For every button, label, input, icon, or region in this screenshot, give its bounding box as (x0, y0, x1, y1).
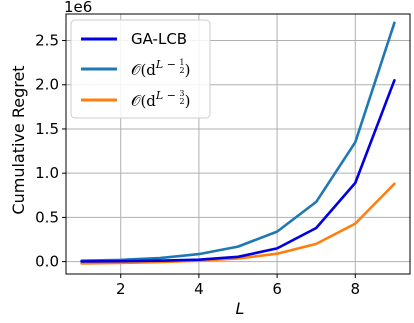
y-tick-label: 1.5 (35, 120, 59, 138)
series-line-1 (80, 21, 396, 263)
y-axis-multiplier: 1e6 (64, 0, 92, 16)
y-axis-label: Cumulative Regret (9, 65, 28, 214)
legend-label-o-d-l-minus-half: 𝒪(dL − 1 2) (131, 58, 190, 79)
series-line-0 (80, 79, 396, 263)
x-tick-label: 2 (116, 280, 126, 298)
y-tick-label: 0.5 (35, 208, 59, 226)
y-tick-label: 1.0 (35, 164, 59, 182)
x-tick-label: 8 (350, 280, 360, 298)
y-tick-label: 2.5 (35, 32, 59, 50)
series-lines (80, 21, 396, 265)
y-tick-label: 0.0 (35, 253, 59, 271)
legend: GA-LCB 𝒪(dL − 1 2) 𝒪(dL − 3 2) (70, 19, 211, 119)
y-tick-label: 2.0 (35, 76, 59, 94)
x-tick-label: 4 (194, 280, 204, 298)
axis-ticks: 2 4 6 8 0.0 0.5 1.0 1.5 2.0 2.5 (35, 32, 360, 298)
series-line-2 (80, 182, 396, 265)
legend-box (70, 19, 211, 119)
legend-label-o-d-l-minus-three-halves: 𝒪(dL − 3 2) (131, 89, 190, 110)
plot-area-frame (65, 13, 411, 275)
x-axis-label: L (236, 299, 245, 318)
legend-label-ga-lcb: GA-LCB (131, 30, 187, 48)
x-tick-label: 6 (272, 280, 282, 298)
